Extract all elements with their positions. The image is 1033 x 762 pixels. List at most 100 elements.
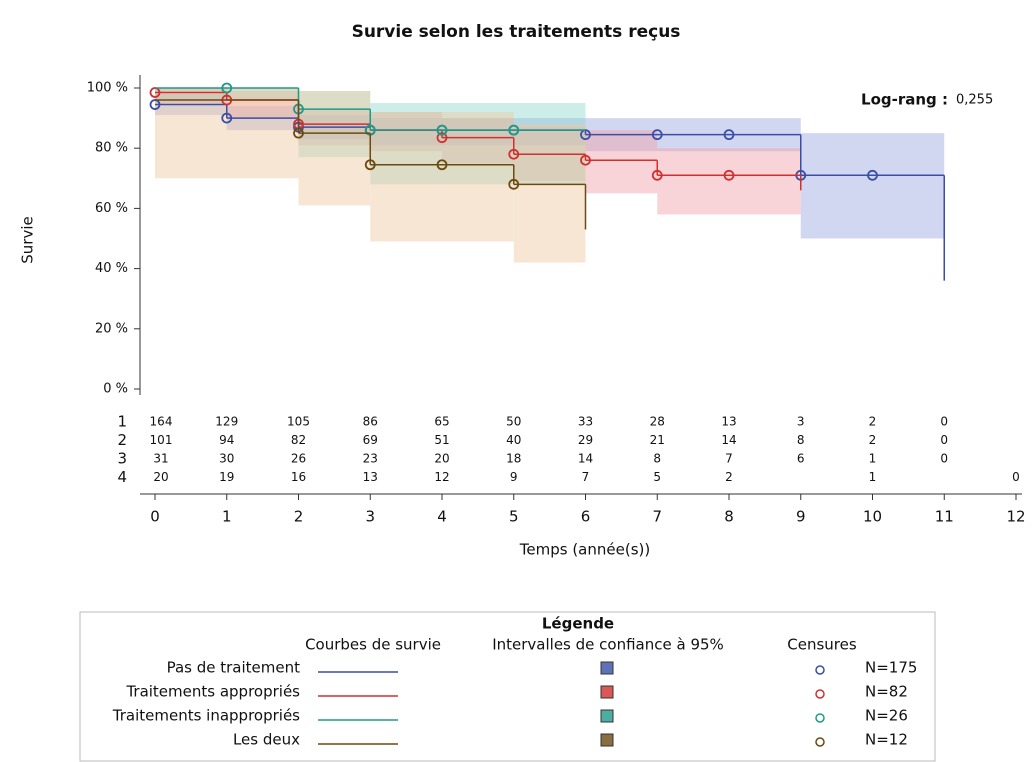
at-risk-count: 20	[153, 470, 168, 484]
at-risk-row-label: 1	[117, 413, 127, 431]
legend-censor	[815, 713, 825, 723]
at-risk-count: 7	[582, 470, 590, 484]
y-axis-label: Survie	[19, 216, 37, 263]
at-risk-count: 14	[721, 433, 736, 447]
at-risk-count: 8	[653, 452, 661, 466]
legend-n: N=175	[865, 659, 917, 677]
at-risk-count: 69	[363, 433, 378, 447]
x-tick-label: 12	[1006, 508, 1025, 526]
annotation-value: 0,255	[956, 93, 993, 108]
at-risk-count: 9	[510, 470, 518, 484]
at-risk-count: 33	[578, 415, 593, 429]
at-risk-count: 3	[797, 415, 805, 429]
chart-title: Survie selon les traitements reçus	[352, 22, 681, 42]
legend-label: Les deux	[233, 731, 300, 749]
y-tick-label: 40 %	[95, 261, 128, 276]
at-risk-count: 6	[797, 452, 805, 466]
legend-label: Traitements appropriés	[125, 683, 300, 701]
legend-swatch	[600, 685, 614, 699]
censor-mark	[436, 159, 448, 171]
at-risk-count: 13	[363, 470, 378, 484]
at-risk-count: 164	[150, 415, 173, 429]
legend-swatch	[600, 709, 614, 723]
ci-band	[155, 88, 299, 179]
x-tick-label: 0	[150, 508, 160, 526]
censor-mark	[436, 124, 448, 136]
legend-n: N=26	[865, 707, 908, 725]
y-tick-label: 60 %	[95, 201, 128, 216]
censor-mark	[293, 127, 304, 139]
censor-mark	[651, 129, 663, 141]
at-risk-count: 1	[869, 470, 877, 484]
x-tick-label: 1	[222, 508, 232, 526]
censor-mark	[508, 124, 520, 136]
at-risk-count: 8	[797, 433, 805, 447]
at-risk-count: 16	[291, 470, 306, 484]
at-risk-count: 30	[219, 452, 234, 466]
at-risk-count: 94	[219, 433, 234, 447]
censor-mark	[580, 154, 591, 166]
at-risk-count: 29	[578, 433, 593, 447]
at-risk-count: 12	[434, 470, 449, 484]
at-risk-count: 0	[940, 433, 948, 447]
y-tick-label: 0 %	[103, 382, 128, 397]
ci-band	[370, 118, 586, 146]
x-tick-label: 2	[294, 508, 304, 526]
ci-band	[370, 103, 586, 185]
legend-label: Pas de traitement	[167, 659, 301, 677]
at-risk-count: 28	[650, 415, 665, 429]
censor-mark	[723, 169, 735, 181]
at-risk-count: 129	[215, 415, 238, 429]
x-tick-label: 9	[796, 508, 806, 526]
at-risk-count: 20	[434, 452, 449, 466]
at-risk-count: 51	[434, 433, 449, 447]
at-risk-count: 23	[363, 452, 378, 466]
at-risk-count: 82	[291, 433, 306, 447]
y-tick-label: 80 %	[95, 141, 128, 156]
censor-mark	[508, 148, 520, 160]
censor-mark	[436, 132, 448, 144]
legend-label: Traitements inappropriés	[112, 707, 300, 725]
legend-box	[79, 611, 936, 762]
legend-censor	[815, 689, 825, 699]
legend-title: Légende	[542, 615, 614, 633]
ci-band	[800, 133, 945, 239]
legend-n: N=82	[865, 683, 908, 701]
censor-mark	[221, 82, 233, 94]
y-tick-label: 100 %	[87, 81, 128, 96]
censor-mark	[508, 178, 520, 190]
at-risk-count: 7	[725, 452, 733, 466]
at-risk-count: 0	[940, 452, 948, 466]
at-risk-count: 50	[506, 415, 521, 429]
at-risk-count: 2	[725, 470, 733, 484]
x-tick-label: 11	[935, 508, 954, 526]
censor-mark	[867, 169, 878, 181]
at-risk-count: 14	[578, 452, 593, 466]
ci-band	[155, 88, 227, 104]
at-risk-count: 31	[153, 452, 168, 466]
annotation-label: Log-rang :	[861, 91, 948, 109]
x-tick-label: 10	[863, 508, 882, 526]
at-risk-count: 86	[363, 415, 378, 429]
at-risk-row-label: 4	[117, 468, 127, 486]
censor-mark	[723, 129, 735, 141]
ci-band	[370, 112, 442, 152]
censor-mark	[221, 112, 233, 124]
at-risk-row-label: 2	[117, 431, 127, 449]
at-risk-count: 2	[869, 415, 877, 429]
x-tick-label: 3	[365, 508, 375, 526]
at-risk-count: 21	[650, 433, 665, 447]
at-risk-count: 65	[434, 415, 449, 429]
at-risk-count: 13	[721, 415, 736, 429]
at-risk-count: 0	[1012, 470, 1020, 484]
legend-swatch	[600, 733, 614, 747]
legend-swatch	[600, 661, 614, 675]
at-risk-count: 101	[150, 433, 173, 447]
legend-header: Intervalles de confiance à 95%	[492, 636, 724, 654]
x-tick-label: 5	[509, 508, 519, 526]
at-risk-row-label: 3	[117, 450, 127, 468]
y-tick-label: 20 %	[95, 321, 128, 336]
censor-mark	[364, 159, 376, 171]
x-tick-label: 6	[581, 508, 591, 526]
